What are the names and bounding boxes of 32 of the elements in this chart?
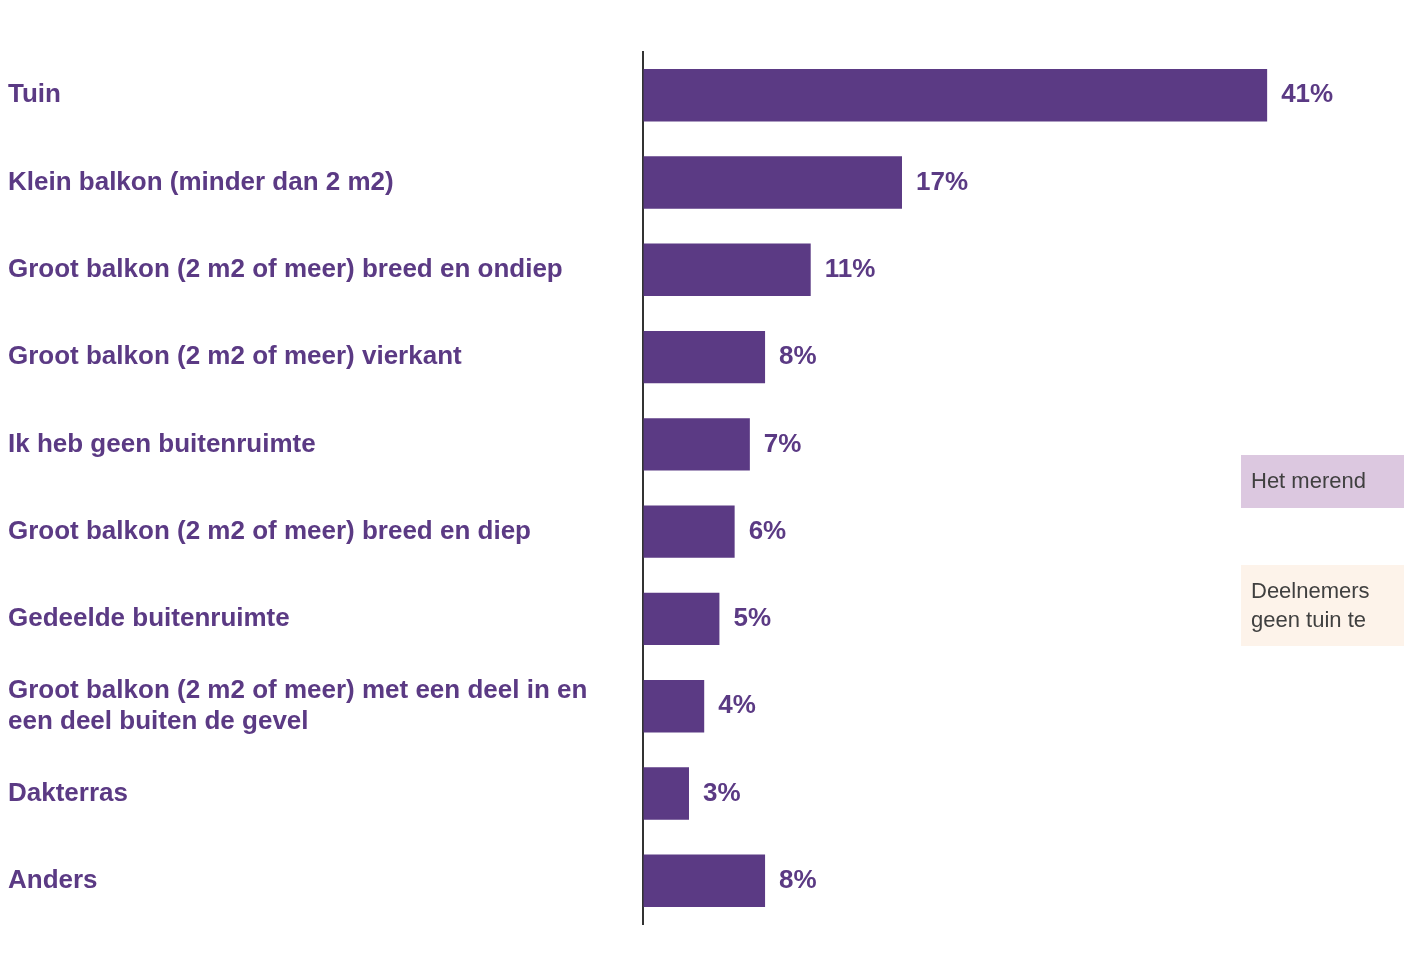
bar — [643, 156, 902, 209]
y-tick-label: Ik heb geen buitenruimte — [8, 427, 316, 458]
data-label: 3% — [702, 776, 741, 807]
y-tick-label: Anders — [8, 863, 98, 894]
bar — [643, 680, 705, 733]
data-label: 11% — [824, 252, 876, 283]
y-tick-label: Tuin — [8, 78, 61, 109]
data-label: 17% — [916, 165, 969, 196]
y-tick-label: Groot balkon (2 m2 of meer) met een deel in en een deel buiten de gevel — [8, 673, 588, 735]
data-label: 8% — [779, 340, 817, 371]
bar — [643, 418, 750, 471]
data-label: 7% — [763, 427, 802, 458]
y-tick-label: Groot balkon (2 m2 of meer) vierkant — [8, 340, 463, 371]
y-tick-label: Groot balkon (2 m2 of meer) breed en diep — [8, 514, 531, 545]
data-label: 4% — [718, 689, 756, 720]
annotation: Deelnemers geen tuin te — [1241, 565, 1404, 647]
data-label: 8% — [779, 863, 817, 894]
bar — [643, 592, 720, 646]
y-tick-label: Groot balkon (2 m2 of meer) breed en ondiep — [8, 252, 563, 283]
data-label: 6% — [748, 514, 787, 545]
data-label: 5% — [733, 602, 771, 633]
y-tick-label: Dakterras — [8, 776, 128, 807]
bar — [643, 330, 766, 384]
annotation: Het merend — [1241, 455, 1404, 508]
data-label: 41% — [1281, 78, 1334, 109]
bar — [643, 767, 689, 820]
bar — [643, 854, 766, 907]
bar — [643, 69, 1268, 122]
y-tick-label: Klein balkon (minder dan 2 m2) — [8, 165, 394, 196]
bar — [643, 243, 811, 296]
bar — [643, 505, 735, 558]
y-tick-label: Gedeelde buitenruimte — [8, 602, 290, 633]
